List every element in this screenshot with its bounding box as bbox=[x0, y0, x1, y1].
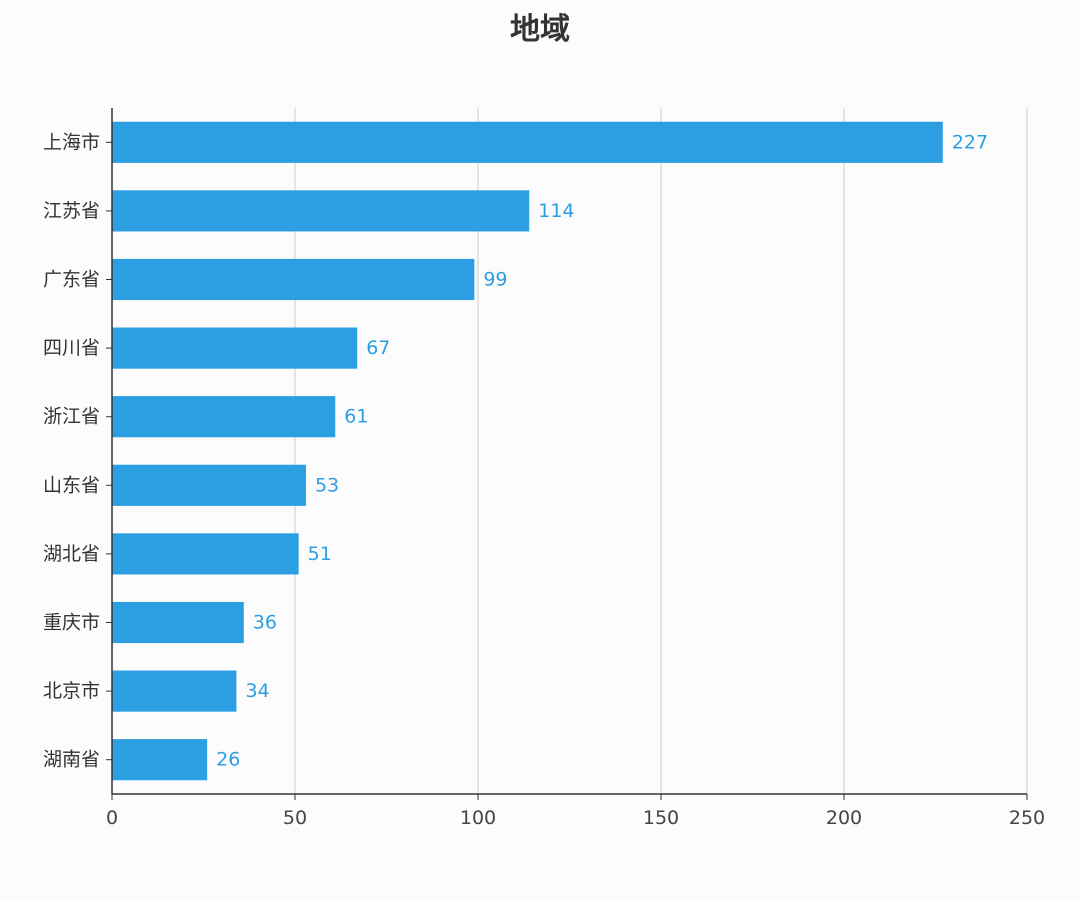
data-label: 99 bbox=[483, 269, 507, 291]
bar bbox=[112, 739, 208, 781]
bar bbox=[112, 190, 530, 232]
y-tick-label: 浙江省 bbox=[43, 406, 100, 428]
y-tick-label: 湖南省 bbox=[43, 749, 100, 771]
data-label: 227 bbox=[952, 131, 988, 153]
data-label: 26 bbox=[216, 749, 240, 771]
y-tick-label: 北京市 bbox=[43, 680, 100, 702]
x-tick-label: 50 bbox=[283, 807, 307, 829]
y-tick-label: 上海市 bbox=[43, 131, 100, 153]
data-label: 53 bbox=[315, 474, 339, 496]
chart-title: 地域 bbox=[510, 12, 570, 47]
y-tick-label: 广东省 bbox=[43, 269, 100, 291]
y-tick-label: 江苏省 bbox=[43, 200, 100, 222]
x-tick-label: 250 bbox=[1009, 807, 1045, 829]
x-tick-label: 0 bbox=[106, 807, 118, 829]
x-tick-label: 150 bbox=[643, 807, 679, 829]
data-label: 51 bbox=[308, 543, 332, 565]
y-tick-label: 湖北省 bbox=[43, 543, 100, 565]
bar bbox=[112, 258, 475, 301]
bar bbox=[112, 396, 336, 438]
bar bbox=[112, 464, 306, 506]
bar bbox=[112, 327, 358, 369]
bar bbox=[112, 121, 943, 163]
y-tick-label: 重庆市 bbox=[43, 612, 100, 634]
data-label: 34 bbox=[245, 680, 269, 702]
data-label: 67 bbox=[366, 337, 390, 359]
x-tick-label: 200 bbox=[826, 807, 862, 829]
data-label: 36 bbox=[253, 612, 277, 634]
bar bbox=[112, 670, 237, 712]
y-tick-label: 四川省 bbox=[43, 337, 100, 359]
data-label: 114 bbox=[538, 200, 574, 222]
bar bbox=[112, 601, 244, 644]
bar bbox=[112, 533, 299, 575]
y-tick-label: 山东省 bbox=[43, 474, 100, 496]
data-label: 61 bbox=[344, 406, 368, 428]
x-tick-label: 100 bbox=[460, 807, 496, 829]
